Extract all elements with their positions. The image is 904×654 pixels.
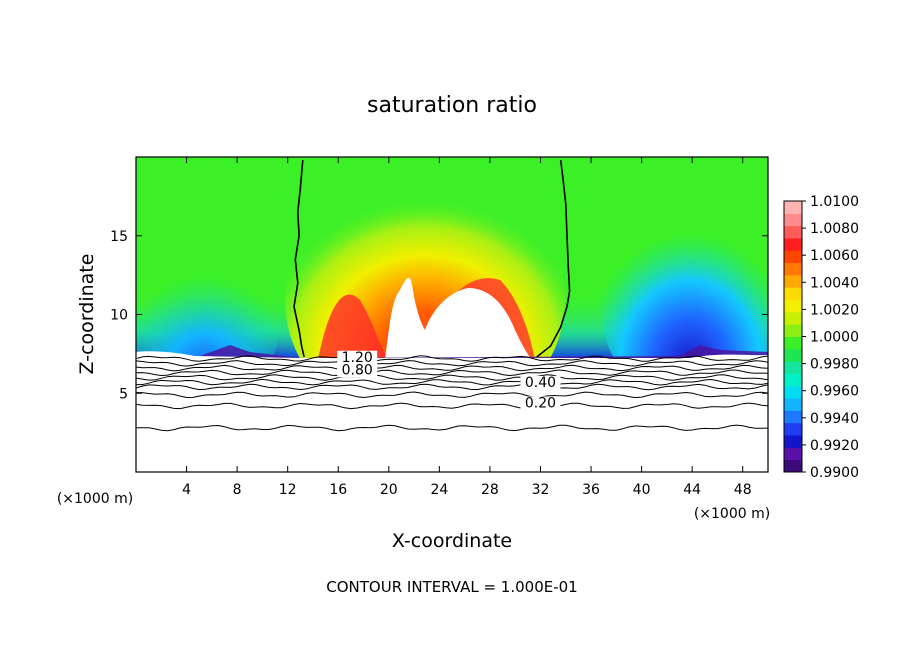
colorbar-swatch — [784, 361, 802, 374]
plume-core-left — [318, 294, 388, 360]
colorbar-label: 1.0080 — [810, 221, 859, 237]
x-tick-label: 16 — [329, 482, 347, 498]
colorbar-label: 1.0060 — [810, 248, 859, 264]
contour-lines: 1.200.80 0.40 0.20 — [136, 160, 768, 432]
lower-region — [136, 358, 768, 472]
colorbar-swatch — [784, 250, 802, 264]
contour-label-bg — [337, 363, 378, 378]
contour-line — [136, 360, 768, 367]
contour-line — [136, 391, 768, 399]
contour-line — [136, 378, 768, 386]
colorbar-swatch — [784, 422, 802, 436]
colorbar-label: 1.0100 — [810, 194, 859, 210]
x-tick-label: 12 — [279, 482, 297, 498]
contour-line — [136, 383, 768, 391]
x-tick-label: 8 — [233, 482, 242, 498]
contour-label-bg — [520, 375, 561, 390]
contour-line — [136, 355, 768, 362]
colorbar-swatch — [784, 348, 802, 362]
contour-line — [136, 374, 768, 381]
x-tick-label: 48 — [734, 482, 752, 498]
colorbar-label: 1.0020 — [810, 302, 859, 318]
y-axis-ticks: 5 10 15 — [110, 229, 768, 402]
colorbar-label: 0.9960 — [810, 384, 859, 400]
contour-label-bg — [520, 396, 561, 411]
x-tick-label: 4 — [182, 482, 191, 498]
contour-label: 0.40 — [525, 375, 556, 391]
contour-line — [136, 424, 768, 432]
y-unit-label: (×1000 m) — [57, 491, 133, 507]
colorbar-label: 0.9940 — [810, 411, 859, 427]
colorbar-swatch — [784, 213, 802, 227]
contour-line — [136, 364, 768, 372]
y-tick-label: 5 — [119, 386, 128, 402]
colorbar-swatch — [784, 237, 802, 251]
colorbar: 1.0100 1.0080 1.0060 1.0040 1.0020 1.0000 0.99… — [783, 194, 859, 481]
y-tick-label: 10 — [110, 308, 128, 324]
colorbar-label: 0.9900 — [810, 465, 859, 481]
colorbar-swatch — [784, 459, 802, 473]
x-tick-label: 36 — [582, 482, 600, 498]
colorbar-swatch — [784, 299, 802, 313]
contour-label-bg — [337, 350, 378, 365]
contour-label: 0.20 — [525, 395, 556, 411]
cloud-white-region — [385, 277, 532, 360]
contour-interval-footer: CONTOUR INTERVAL = 1.000E-01 — [326, 578, 577, 596]
unity-contour — [293, 160, 305, 358]
contour-label: 0.80 — [342, 362, 373, 378]
colorbar-swatch — [784, 287, 802, 301]
plot-area: 1.200.80 0.40 0.20 — [136, 157, 768, 472]
colorbar-label: 0.9920 — [810, 438, 859, 454]
colorbar-swatch — [784, 336, 802, 350]
x-axis-ticks: 4 8 12 16 20 24 28 32 36 40 44 48 — [182, 157, 752, 498]
chart-title: saturation ratio — [367, 93, 537, 118]
colorbar-swatch — [784, 311, 802, 325]
colorbar-label: 0.9980 — [810, 357, 859, 373]
unity-contour — [536, 160, 571, 358]
y-axis-title: Z-coordinate — [76, 254, 98, 375]
colorbar-label: 1.0000 — [810, 330, 859, 346]
y-tick-label: 15 — [110, 229, 128, 245]
colorbar-swatch — [784, 373, 802, 387]
colorbar-swatch — [784, 398, 802, 411]
colorbar-swatch — [784, 435, 802, 448]
x-tick-label: 32 — [532, 482, 550, 498]
x-tick-label: 44 — [683, 482, 701, 498]
ground-edge-white — [136, 351, 768, 362]
contour-line — [136, 369, 768, 377]
colorbar-swatch — [784, 324, 802, 337]
colorbar-swatch — [784, 274, 802, 288]
x-axis-title: X-coordinate — [392, 530, 512, 552]
x-tick-label: 40 — [633, 482, 651, 498]
colorbar-swatch — [784, 262, 802, 276]
colorbar-swatch — [784, 201, 802, 214]
contour-line — [136, 402, 768, 410]
x-tick-label: 20 — [380, 482, 398, 498]
colorbar-swatch — [784, 410, 802, 424]
x-unit-label: (×1000 m) — [694, 506, 770, 522]
x-tick-label: 24 — [430, 482, 448, 498]
colorbar-swatch — [784, 385, 802, 399]
contour-label: 1.20 — [342, 350, 373, 366]
colorbar-swatch — [784, 447, 802, 461]
colorbar-label: 1.0040 — [810, 275, 859, 291]
x-tick-label: 28 — [481, 482, 499, 498]
colorbar-swatch — [784, 225, 802, 239]
